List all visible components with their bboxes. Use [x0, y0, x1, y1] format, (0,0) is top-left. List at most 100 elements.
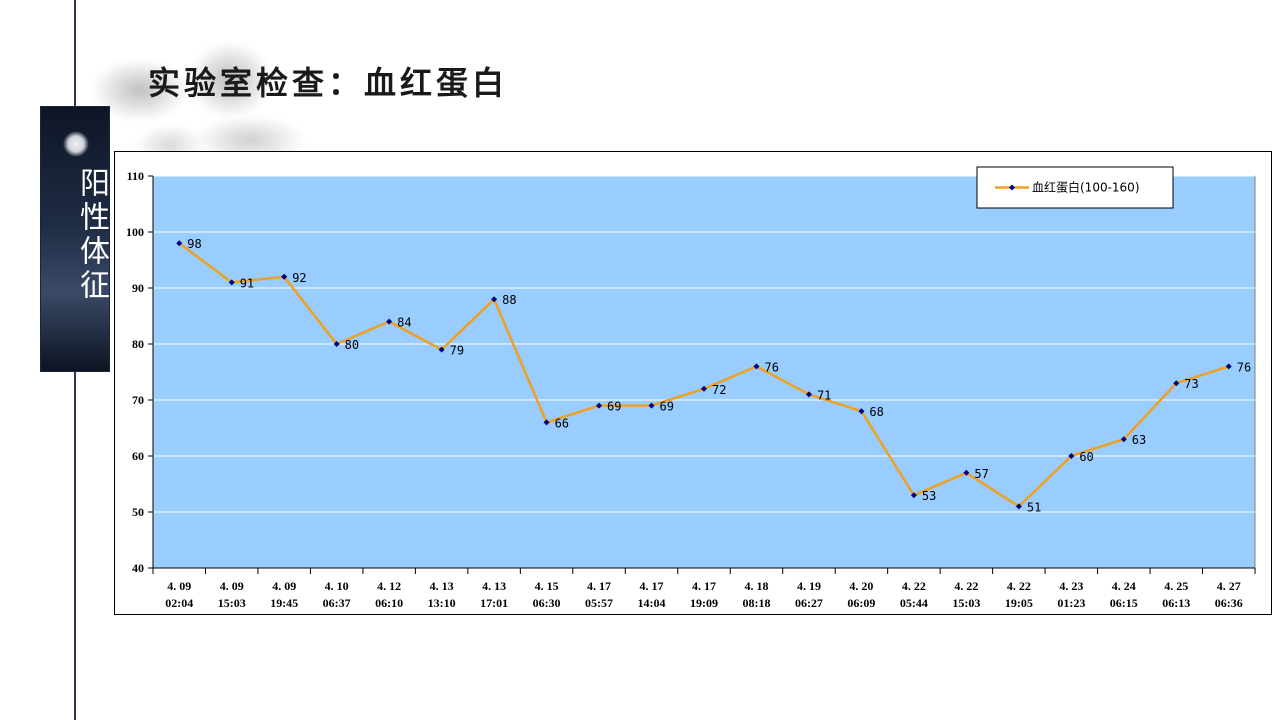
- chart-frame: 40 50 60 70 80 90 100 110 4. 09 02:04 4. 09 15:03 4.…: [114, 151, 1272, 615]
- x-tick-label-date: 4. 18: [744, 579, 768, 593]
- data-point-marker: [386, 318, 393, 325]
- x-tick-label-time: 06:36: [1215, 596, 1243, 610]
- data-label: 60: [1079, 450, 1093, 464]
- y-tick-label: 90: [132, 281, 144, 295]
- x-tick-label-date: 4. 22: [954, 579, 978, 593]
- data-label: 88: [502, 293, 516, 307]
- plot-area: [152, 175, 1256, 569]
- x-tick-label-time: 06:27: [795, 596, 823, 610]
- data-point-marker: [1015, 503, 1022, 510]
- x-tick-label-date: 4. 12: [377, 579, 401, 593]
- data-point-marker: [596, 402, 603, 409]
- data-point-marker: [491, 296, 498, 303]
- x-tick-label-date: 4. 13: [430, 579, 454, 593]
- data-point-marker: [753, 363, 760, 370]
- data-label: 91: [240, 276, 254, 290]
- x-tick-label-time: 06:37: [323, 596, 351, 610]
- data-point-marker: [1173, 380, 1180, 387]
- data-point-marker: [228, 279, 235, 286]
- x-tick-label-time: 14:04: [638, 596, 666, 610]
- x-tick-label-time: 06:10: [375, 596, 403, 610]
- x-tick-label-time: 19:05: [1005, 596, 1033, 610]
- x-tick-label-time: 15:03: [218, 596, 246, 610]
- data-point-marker: [281, 273, 288, 280]
- y-tick-label: 100: [126, 225, 144, 239]
- x-tick-label-time: 05:57: [585, 596, 613, 610]
- x-tick-label-time: 08:18: [742, 596, 770, 610]
- y-tick-label: 70: [132, 393, 144, 407]
- x-tick-label-time: 17:01: [480, 596, 508, 610]
- data-point-marker: [701, 385, 707, 392]
- x-tick-label-date: 4. 23: [1059, 579, 1083, 593]
- data-label: 68: [869, 405, 883, 419]
- data-label: 51: [1027, 500, 1041, 514]
- y-tick-label: 60: [132, 449, 144, 463]
- ink-cloud-decoration: [80, 20, 320, 170]
- data-point-marker: [1068, 453, 1075, 459]
- x-tick-label-time: 19:45: [270, 596, 298, 610]
- data-point-marker: [438, 346, 445, 353]
- legend-marker-swatch: [1009, 184, 1015, 191]
- data-point-marker: [543, 419, 550, 426]
- data-label: 72: [712, 383, 726, 397]
- data-point-marker: [963, 469, 970, 476]
- y-tick-label: 40: [132, 561, 144, 575]
- x-tick-label-time: 19:09: [690, 596, 718, 610]
- x-tick-label-date: 4. 25: [1164, 579, 1188, 593]
- data-point-marker: [858, 408, 865, 415]
- data-label: 92: [292, 271, 306, 285]
- x-tick-label-date: 4. 24: [1112, 579, 1136, 593]
- x-tick-label-time: 13:10: [428, 596, 456, 610]
- data-label: 66: [555, 416, 569, 430]
- data-label: 76: [764, 360, 778, 374]
- data-label: 84: [397, 316, 411, 330]
- y-tick-label: 50: [132, 505, 144, 519]
- data-label: 53: [922, 489, 936, 503]
- hemoglobin-line-chart: 40 50 60 70 80 90 100 110 4. 09 02:04 4. 09 15:03 4.…: [126, 166, 1256, 610]
- x-tick-label-time: 06:15: [1110, 596, 1138, 610]
- page-title: 实验室检查：血红蛋白: [148, 64, 509, 102]
- x-tick-label-time: 01:23: [1057, 596, 1085, 610]
- data-label: 80: [345, 338, 359, 352]
- data-point-marker: [805, 391, 812, 398]
- x-tick-label-date: 4. 15: [535, 579, 559, 593]
- x-tick-label-date: 4. 10: [325, 579, 349, 593]
- data-point-marker: [1225, 363, 1232, 370]
- side-panel-moon-banner: 阳性体征: [40, 106, 110, 372]
- x-tick-label-date: 4. 19: [797, 579, 821, 593]
- x-tick-label-time: 06:30: [533, 596, 561, 610]
- data-label: 76: [1237, 360, 1251, 374]
- x-tick-label-date: 4. 22: [1007, 579, 1031, 593]
- x-tick-label-date: 4. 09: [220, 579, 244, 593]
- x-tick-label-time: 06:09: [847, 596, 875, 610]
- data-label: 57: [974, 467, 988, 481]
- x-tick-label-date: 4. 09: [167, 579, 191, 593]
- data-label: 98: [187, 237, 201, 251]
- data-point-marker: [176, 240, 183, 247]
- x-tick-label-date: 4. 09: [272, 579, 296, 593]
- legend-label: 血红蛋白(100-160): [1032, 180, 1140, 195]
- x-tick-label-date: 4. 17: [692, 579, 716, 593]
- data-label: 69: [660, 400, 674, 414]
- x-tick-label-time: 05:44: [900, 596, 928, 610]
- data-label: 79: [450, 344, 464, 358]
- x-tick-label-time: 15:03: [952, 596, 980, 610]
- data-label: 73: [1184, 377, 1198, 391]
- y-tick-label: 110: [127, 169, 144, 183]
- data-point-marker: [648, 402, 655, 409]
- data-label: 71: [817, 388, 831, 402]
- x-tick-label-date: 4. 20: [849, 579, 873, 593]
- x-tick-label-date: 4. 13: [482, 579, 506, 593]
- data-label: 69: [607, 400, 621, 414]
- x-tick-label-date: 4. 22: [902, 579, 926, 593]
- x-tick-label-date: 4. 27: [1217, 579, 1241, 593]
- y-tick-label: 80: [132, 337, 144, 351]
- data-point-marker: [1120, 436, 1127, 443]
- data-point-marker: [333, 341, 340, 347]
- x-tick-label-date: 4. 17: [640, 579, 664, 593]
- x-tick-label-time: 06:13: [1162, 596, 1190, 610]
- x-tick-label-time: 02:04: [165, 596, 193, 610]
- data-point-marker: [910, 492, 917, 499]
- x-tick-label-date: 4. 17: [587, 579, 611, 593]
- side-panel-label: 阳性体征: [74, 167, 109, 303]
